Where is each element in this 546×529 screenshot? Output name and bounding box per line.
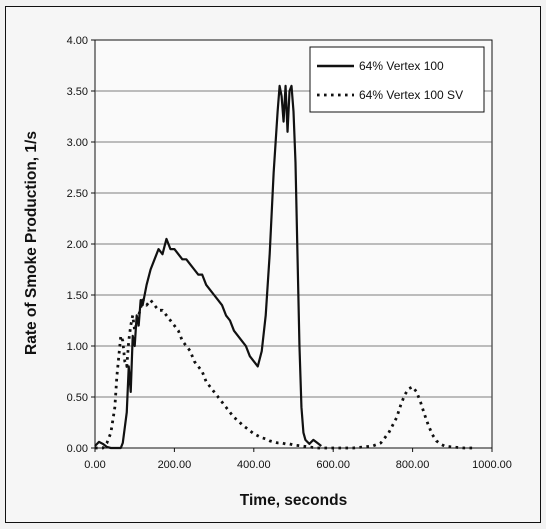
y-tick-label: 3.00 <box>67 137 88 149</box>
y-tick-label: 4.00 <box>67 35 88 47</box>
y-tick-label: 2.00 <box>67 239 88 251</box>
y-tick-label: 0.00 <box>67 443 88 455</box>
series-line-vertex-100 <box>94 84 322 450</box>
y-tick-label: 1.00 <box>67 341 88 353</box>
x-tick-label: 600.00 <box>316 459 350 471</box>
y-tick-label: 2.50 <box>67 188 88 200</box>
x-axis-title: Time, seconds <box>240 492 347 509</box>
y-tick-label: 3.50 <box>67 86 88 98</box>
y-tick-label: 0.50 <box>67 392 88 404</box>
y-axis-title: Rate of Smoke Production, 1/s <box>23 131 40 355</box>
x-tick-label: 400.00 <box>237 459 271 471</box>
x-tick-label: 1000.00 <box>472 459 512 471</box>
legend-label-vertex-100-sv: 64% Vertex 100 SV <box>359 88 463 102</box>
x-tick-label: 0.00 <box>84 459 105 471</box>
x-tick-label: 800.00 <box>396 459 430 471</box>
legend-label-vertex-100: 64% Vertex 100 <box>359 59 444 73</box>
x-tick-label: 200.00 <box>158 459 192 471</box>
y-tick-label: 1.50 <box>67 290 88 302</box>
legend-box <box>309 46 485 113</box>
